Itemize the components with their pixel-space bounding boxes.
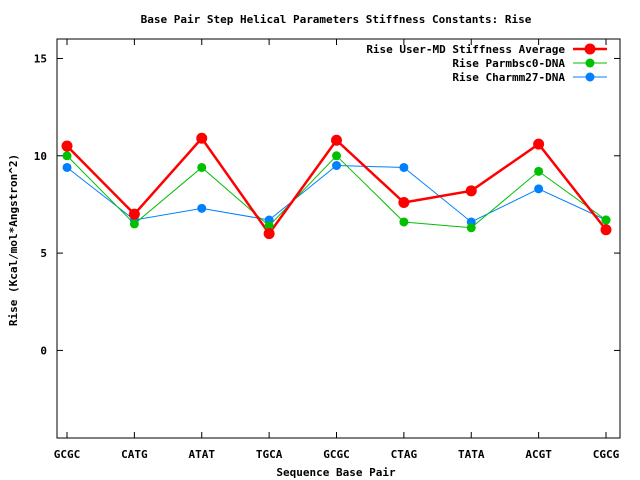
x-tick-label: GCGC	[54, 448, 81, 461]
legend-label: Rise Parmbsc0-DNA	[452, 57, 565, 70]
data-point	[128, 208, 140, 220]
data-point	[600, 224, 612, 236]
x-tick-label: CGCG	[593, 448, 620, 461]
data-point	[196, 132, 208, 144]
data-point	[332, 161, 341, 171]
data-point	[197, 203, 207, 213]
legend-label: Rise Charmm27-DNA	[452, 71, 565, 84]
data-point	[399, 162, 409, 172]
data-point	[263, 228, 275, 240]
x-tick-label: CTAG	[391, 448, 418, 461]
data-point	[62, 162, 72, 172]
data-point	[399, 217, 409, 227]
data-point	[61, 140, 73, 152]
y-tick-label: 0	[40, 344, 47, 357]
data-point	[534, 184, 544, 194]
y-tick-label: 10	[34, 150, 47, 163]
x-tick-label: GCGC	[323, 448, 350, 461]
data-point	[601, 215, 611, 225]
plot-frame	[56, 38, 621, 439]
data-point	[332, 151, 341, 161]
y-axis-label: Rise (Kcal/mol*Angstron^2)	[7, 154, 20, 326]
data-point	[197, 162, 207, 172]
data-point	[62, 151, 72, 161]
legend-label: Rise User-MD Stiffness Average	[366, 43, 565, 56]
legend-marker	[584, 43, 596, 55]
x-tick-label: TGCA	[256, 448, 283, 461]
data-point	[129, 219, 139, 229]
x-tick-label: ATAT	[189, 448, 216, 461]
legend-marker	[585, 72, 595, 82]
x-tick-label: ACGT	[525, 448, 552, 461]
x-axis: GCGC CATG ATAT TGCA GCGC CTAG TATA ACGT CGCG	[54, 39, 620, 461]
y-axis: 0 5 10 15	[34, 52, 620, 357]
x-tick-label: CATG	[121, 448, 148, 461]
x-axis-label: Sequence Base Pair	[276, 466, 396, 479]
data-point	[534, 166, 544, 176]
data-point	[398, 196, 410, 208]
data-point	[264, 221, 274, 231]
series-points	[61, 132, 612, 240]
x-tick-label: TATA	[458, 448, 485, 461]
data-point	[466, 223, 476, 233]
data-point	[533, 138, 545, 150]
data-point	[465, 185, 477, 197]
y-tick-label: 5	[40, 247, 47, 260]
data-point	[331, 134, 342, 146]
chart-title: Base Pair Step Helical Parameters Stiffn…	[141, 13, 532, 26]
y-tick-label: 15	[34, 52, 47, 65]
legend-marker	[585, 58, 595, 68]
